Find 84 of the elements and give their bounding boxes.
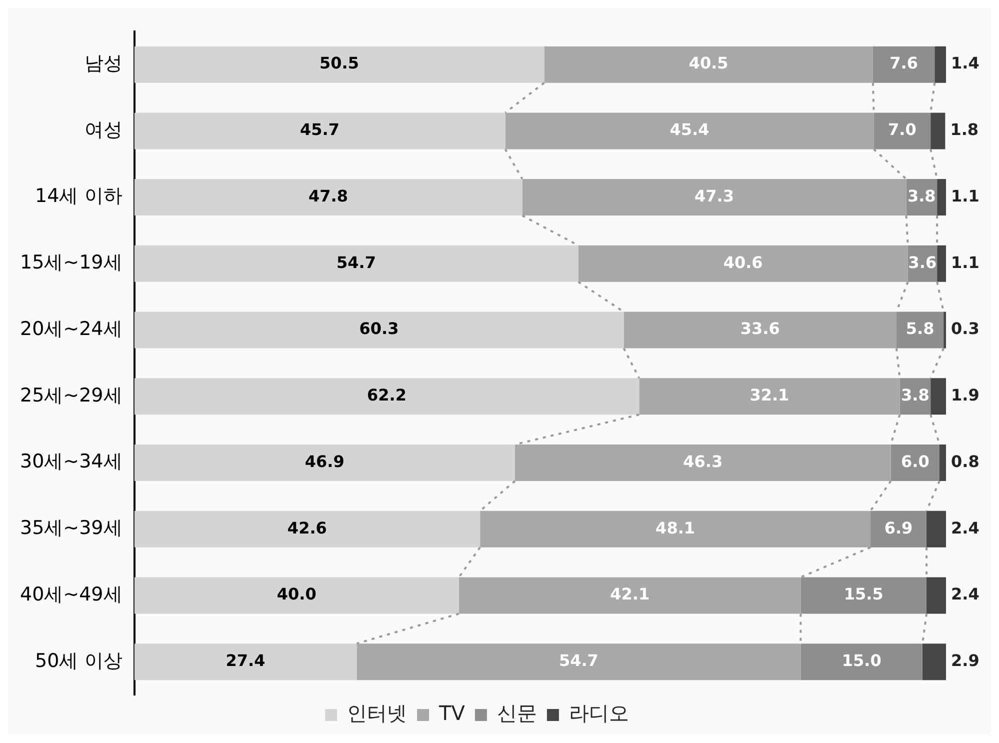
- data-label: 1.4: [951, 54, 980, 73]
- data-label: 3.6: [908, 252, 937, 272]
- data-label: 54.7: [558, 650, 598, 670]
- bar: [480, 510, 871, 548]
- y-tick-label: 25세~29세: [20, 384, 122, 406]
- data-label: 45.7: [300, 120, 340, 140]
- bar: [134, 112, 506, 150]
- y-tick-label: 15세~19세: [20, 252, 122, 274]
- data-label: 40.5: [688, 54, 728, 73]
- y-tick-label: 30세~34세: [20, 450, 122, 473]
- data-label: 48.1: [656, 518, 696, 538]
- bar: [458, 577, 801, 614]
- data-label: 7.0: [888, 120, 916, 140]
- y-tick-label: 20세~24세: [20, 318, 122, 340]
- bar: [134, 312, 624, 348]
- bar: [134, 444, 515, 481]
- bar: [624, 312, 896, 348]
- data-label: 1.8: [950, 120, 979, 140]
- data-label: 42.1: [610, 584, 650, 604]
- data-label: 3.8: [907, 186, 936, 206]
- bar: [134, 245, 578, 282]
- y-tick-label: 50세 이상: [35, 650, 122, 672]
- y-tick-label: 14세 이하: [35, 185, 122, 208]
- bar: [926, 510, 946, 548]
- bar: [134, 510, 480, 548]
- data-label: 15.0: [842, 650, 882, 670]
- bar: [926, 577, 946, 614]
- bar: [937, 179, 946, 216]
- data-label: 50.5: [319, 54, 359, 73]
- bar: [937, 245, 946, 282]
- data-label: 40.0: [276, 584, 316, 604]
- data-label: 40.6: [723, 252, 763, 272]
- bar: [356, 644, 801, 680]
- legend-label: 인터넷: [347, 701, 408, 726]
- data-label: 42.6: [287, 518, 327, 538]
- bar: [505, 112, 874, 150]
- data-label: 32.1: [750, 386, 790, 405]
- bar: [922, 644, 946, 680]
- data-label: 1.1: [951, 252, 980, 272]
- bar: [134, 378, 640, 415]
- data-label: 3.8: [900, 386, 930, 405]
- bar: [639, 378, 900, 415]
- y-tick-label: 여성: [84, 118, 122, 141]
- legend-label: TV: [438, 701, 466, 726]
- data-label: 15.5: [844, 584, 884, 604]
- data-label: 46.9: [304, 452, 344, 471]
- data-label: 27.4: [226, 650, 266, 670]
- bar: [930, 112, 946, 150]
- bar: [134, 179, 522, 216]
- data-label: 45.4: [670, 120, 710, 140]
- bar: [800, 644, 922, 680]
- data-label: 54.7: [336, 252, 376, 272]
- data-label: 2.4: [951, 518, 980, 538]
- data-label: 2.4: [951, 584, 980, 604]
- bar: [134, 46, 544, 83]
- bar: [934, 46, 946, 83]
- data-label: 2.9: [951, 650, 980, 670]
- data-label: 0.8: [951, 452, 980, 471]
- data-label: 60.3: [359, 319, 399, 338]
- legend-label: 라디오: [568, 701, 629, 726]
- data-label: 33.6: [740, 319, 780, 338]
- data-label: 6.9: [884, 518, 913, 538]
- data-label: 1.9: [951, 386, 980, 405]
- data-label: 0.3: [951, 319, 980, 338]
- y-tick-label: 40세~49세: [20, 583, 122, 606]
- bar: [940, 444, 946, 481]
- y-tick-label: 35세~39세: [20, 517, 122, 540]
- bar: [134, 644, 357, 680]
- bar: [578, 245, 908, 282]
- data-label: 7.6: [890, 54, 918, 73]
- bar: [522, 179, 906, 216]
- data-label: 6.0: [900, 452, 930, 471]
- data-label: 5.8: [906, 319, 934, 338]
- bar: [514, 444, 891, 481]
- bar: [544, 46, 873, 83]
- data-label: 62.2: [366, 386, 406, 405]
- y-tick-label: 남성: [84, 52, 122, 75]
- bar: [134, 577, 459, 614]
- data-label: 47.8: [308, 186, 348, 206]
- data-label: 47.3: [694, 186, 734, 206]
- data-label: 46.3: [683, 452, 723, 471]
- bar: [930, 378, 946, 415]
- legend-label: 신문: [496, 701, 537, 726]
- data-label: 1.1: [951, 186, 980, 206]
